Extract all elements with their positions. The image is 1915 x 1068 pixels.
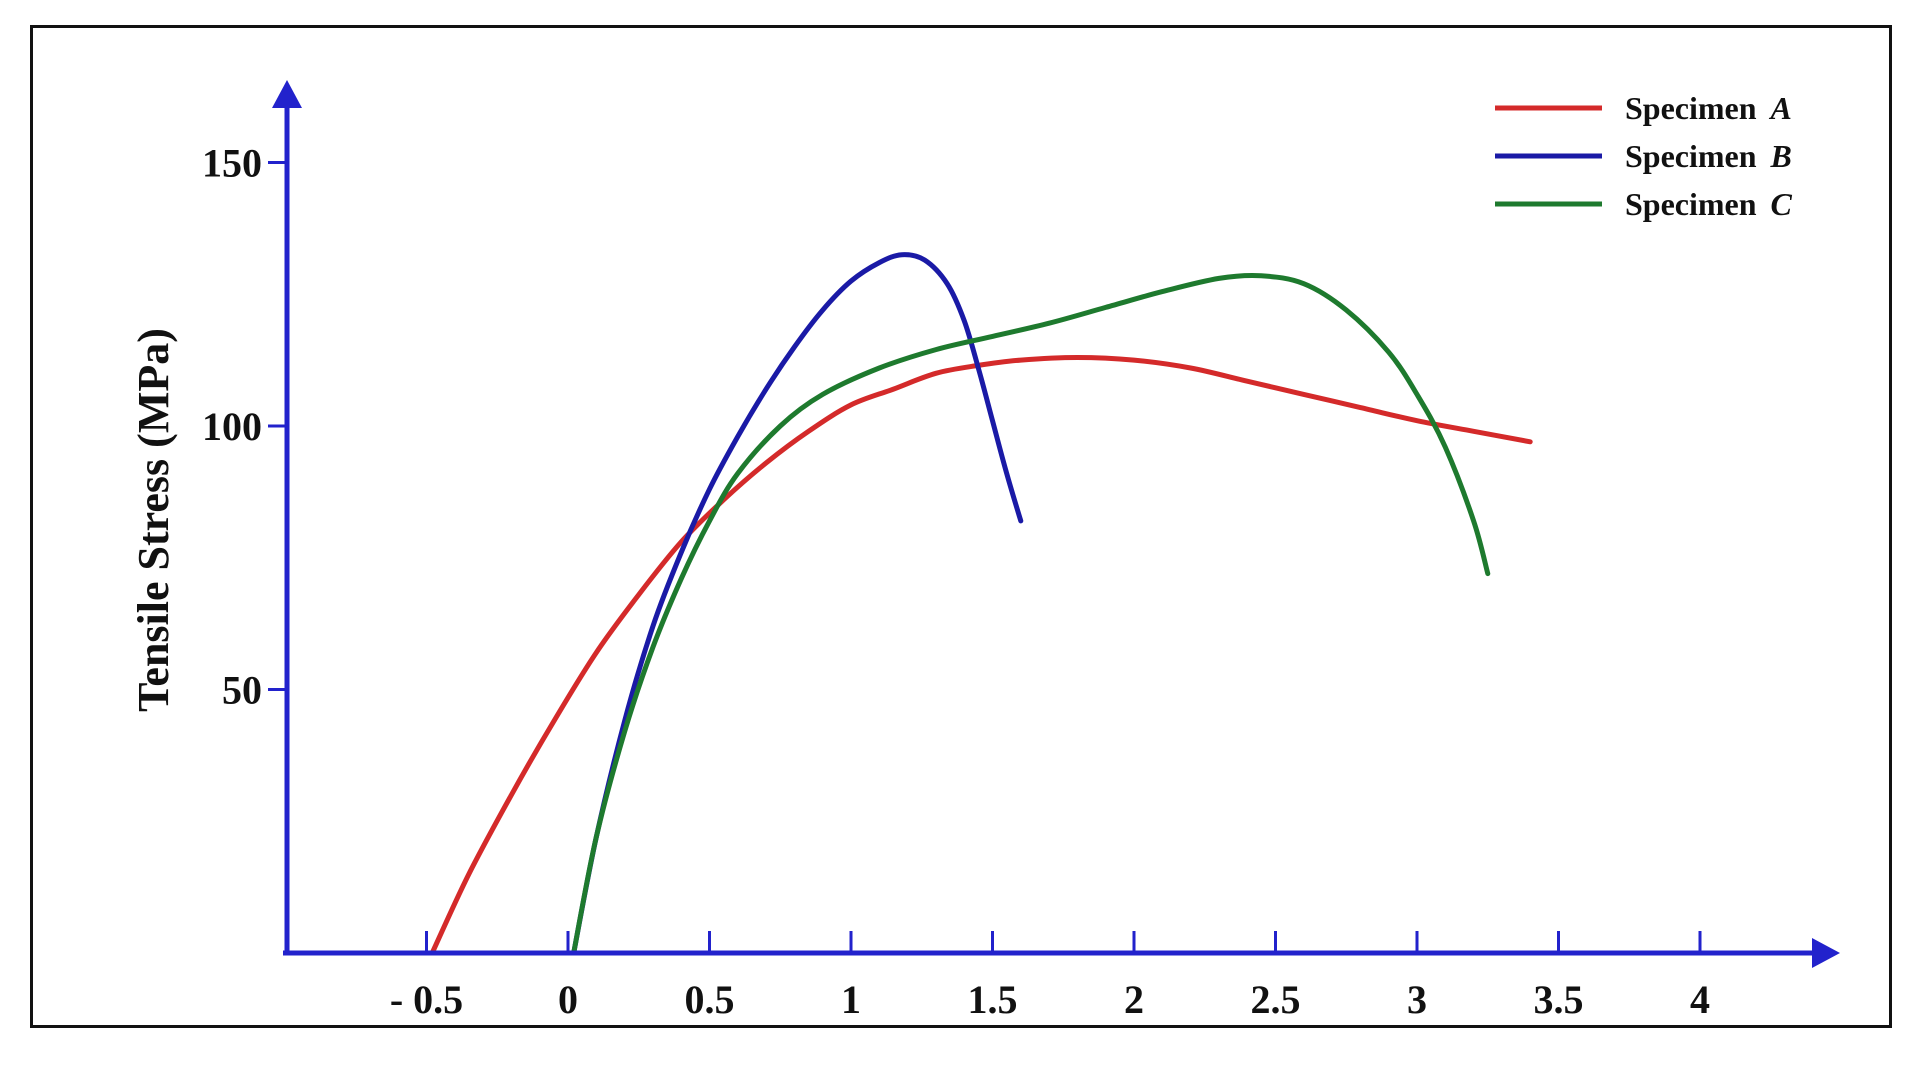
ticks-layer: - 0.5 0 0.5 1 1.5 2 2.5 3 3.5 4 50 100 150 (202, 141, 1710, 1023)
chart-frame (30, 25, 1892, 1028)
legend-label-letter: A (1769, 90, 1792, 126)
legend-label-specimen-b: Specimen B (1625, 138, 1792, 174)
x-tick-label: 1.5 (968, 977, 1018, 1022)
legend-label-letter: B (1770, 138, 1792, 174)
y-axis-title: Tensile Stress (MPa) (129, 328, 178, 712)
x-tick-label: 2 (1124, 977, 1144, 1022)
series-line-specimen-c (571, 272, 1491, 956)
x-tick-label: - 0.5 (390, 977, 463, 1022)
y-tick-label: 150 (202, 141, 262, 186)
y-tick-label: 50 (222, 668, 262, 713)
x-tick-label: 3.5 (1534, 977, 1584, 1022)
legend-label-specimen-c: Specimen C (1625, 186, 1793, 222)
x-tick-label: 4 (1690, 977, 1710, 1022)
x-tick-label: 3 (1407, 977, 1427, 1022)
legend-label-word: Specimen (1625, 90, 1765, 126)
legend-label-word: Specimen (1625, 186, 1765, 222)
axes-layer (272, 80, 1840, 968)
legend-label-specimen-a: Specimen A (1625, 90, 1792, 126)
y-axis-arrow (272, 80, 302, 108)
series-line-specimen-b (571, 252, 1024, 956)
series-layer (429, 252, 1533, 956)
x-tick-label: 2.5 (1251, 977, 1301, 1022)
series-line-specimen-a (429, 355, 1533, 956)
legend-label-word: Specimen (1625, 138, 1765, 174)
legend-label-letter: C (1771, 186, 1793, 222)
x-tick-label: 0.5 (685, 977, 735, 1022)
x-tick-label: 0 (558, 977, 578, 1022)
x-tick-label: 1 (841, 977, 861, 1022)
y-tick-label: 100 (202, 404, 262, 449)
x-axis-arrow (1812, 938, 1840, 968)
